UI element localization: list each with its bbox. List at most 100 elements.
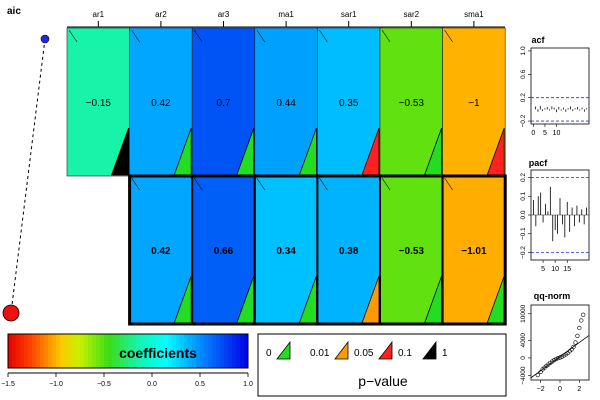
- colorbar-cell: [128, 334, 133, 368]
- colorbar-tick-label: 0.5: [195, 381, 205, 388]
- qq-point-12: [557, 355, 563, 360]
- colorbar-cell: [92, 334, 97, 368]
- qq-norm-title: qq-norm: [534, 291, 571, 301]
- colorbar-cell: [236, 334, 241, 368]
- qq-point-10: [554, 356, 559, 362]
- colorbar-cells: [8, 334, 249, 368]
- column-header-ma1: ma1: [278, 10, 294, 19]
- qq-ytick-label: −4000: [520, 366, 527, 385]
- pacf-xtick-label: 15: [563, 266, 571, 273]
- colorbar-cell: [216, 334, 221, 368]
- coefficient-label-sar1: 0.38: [339, 246, 359, 257]
- qq-point-1: [535, 373, 540, 378]
- coefficient-heatmap: aic ar1 ar2 ar3 ma1 sar1 sar2 sma1 −0.15 0.42 0.…: [2, 6, 507, 326]
- colorbar-cell: [124, 334, 129, 368]
- column-header-ar3: ar3: [218, 10, 230, 19]
- acf-ytick-label: 0.2: [520, 93, 527, 102]
- pvalue-wedge-ar1: [111, 127, 130, 176]
- coefficient-cell-sma1: [442, 27, 506, 177]
- coefficient-label-sar2: −0.53: [399, 98, 425, 109]
- colorbar-cell: [72, 334, 77, 368]
- colorbar-cell: [40, 334, 45, 368]
- pvalue-swatch-2: [334, 340, 349, 360]
- colorbar-cell: [136, 334, 141, 368]
- colorbar-cell: [68, 334, 73, 368]
- colorbar-cell: [200, 334, 205, 368]
- coefficient-label-ma1: 0.34: [276, 246, 296, 257]
- pacf-ytick-label: 0.2: [520, 173, 527, 182]
- colorbar-cell: [120, 334, 125, 368]
- colorbar-cell: [76, 334, 81, 368]
- qq-point-18: [569, 347, 574, 352]
- colorbar-cell: [220, 334, 225, 368]
- cell-edge-mark: [381, 177, 391, 191]
- qq-point-21: [575, 333, 580, 338]
- colorbar-cell: [168, 334, 173, 368]
- colorbar-cell: [44, 334, 49, 368]
- pvalue-legend-title: p−value: [358, 373, 408, 389]
- qq-point-22: [577, 325, 582, 331]
- colorbar-cell: [64, 334, 69, 368]
- cell-edge-mark: [68, 29, 78, 43]
- colorbar-cell: [88, 334, 93, 368]
- colorbar-ticks: −1.5 −1.0 −0.5 0.0 0.5 1.0: [1, 373, 253, 388]
- qq-norm-panel: qq-norm −4000 0 4000 10000 −2 0 2: [520, 291, 590, 393]
- colorbar-cell: [160, 334, 165, 368]
- pvalue-legend-items: 0 0.01 0.05 0.1 1: [266, 340, 448, 360]
- coefficient-label-ar3: 0.66: [214, 246, 234, 257]
- best-model-outline: [128, 174, 507, 326]
- colorbar-cell: [204, 334, 209, 368]
- pvalue-break-label: 1: [442, 348, 448, 359]
- colorbar-cell: [132, 334, 137, 368]
- pacf-ytick-label: 0.1: [520, 191, 527, 200]
- colorbar-cell: [240, 334, 245, 368]
- column-header-sar1: sar1: [341, 10, 357, 19]
- column-header-sma1: sma1: [464, 10, 484, 19]
- colorbar-cell: [144, 334, 149, 368]
- cell-edge-mark: [319, 29, 328, 43]
- coefficient-cell-ar1: [66, 27, 130, 177]
- colorbar-cell: [212, 334, 217, 368]
- acf-xtick-label: 0: [531, 130, 535, 137]
- colorbar-cell: [80, 334, 85, 368]
- acf-xtick-label: 10: [553, 130, 561, 137]
- column-headers: ar1 ar2 ar3 ma1 sar1 sar2 sma1: [93, 10, 484, 27]
- colorbar-cell: [188, 334, 193, 368]
- colorbar-cell: [192, 334, 197, 368]
- colorbar-tick-label: 0.0: [147, 381, 157, 388]
- heatmap-row-1: −0.15 0.42 0.7 0.44 0.35 −0.53 −1: [66, 27, 506, 177]
- coefficient-label-ar3: 0.7: [217, 98, 231, 109]
- column-header-ar2: ar2: [155, 10, 167, 19]
- cell-edge-mark: [193, 29, 203, 43]
- colorbar-cell: [140, 334, 145, 368]
- colorbar-cell: [20, 334, 25, 368]
- coefficient-cell-sar1: [316, 175, 381, 325]
- qq-xtick-label: 2: [577, 386, 581, 393]
- qq-point-23: [579, 318, 584, 323]
- colorbar-cell: [28, 334, 33, 368]
- qq-frame: [530, 304, 590, 381]
- colorbar-cell: [244, 334, 249, 368]
- colorbar-cell: [100, 334, 105, 368]
- coefficient-cell-ar3: [191, 27, 256, 177]
- qq-point-19: [571, 344, 576, 350]
- cell-edge-mark: [131, 29, 140, 43]
- pacf-ytick-label: 0.0: [520, 210, 527, 219]
- cell-edge-mark: [256, 177, 266, 191]
- colorbar-cell: [116, 334, 121, 368]
- colorbar-cell: [8, 334, 13, 368]
- criterion-marker-row-2: [2, 304, 20, 322]
- colorbar-cell: [24, 334, 29, 368]
- acf-panel: acf −0.2 0.2 0.6 1.0 0 5 10: [520, 35, 590, 137]
- colorbar-cell: [172, 334, 177, 368]
- cell-edge-mark: [193, 177, 203, 191]
- colorbar-cell: [224, 334, 229, 368]
- colorbar-cell: [208, 334, 213, 368]
- colorbar-cell: [60, 334, 65, 368]
- colorbar-cell: [48, 334, 53, 368]
- colorbar-cell: [176, 334, 181, 368]
- cell-edge-mark: [444, 177, 453, 191]
- colorbar-cell: [180, 334, 185, 368]
- coefficient-label-sar1: 0.35: [339, 98, 359, 109]
- pvalue-break-label: 0.05: [354, 348, 374, 359]
